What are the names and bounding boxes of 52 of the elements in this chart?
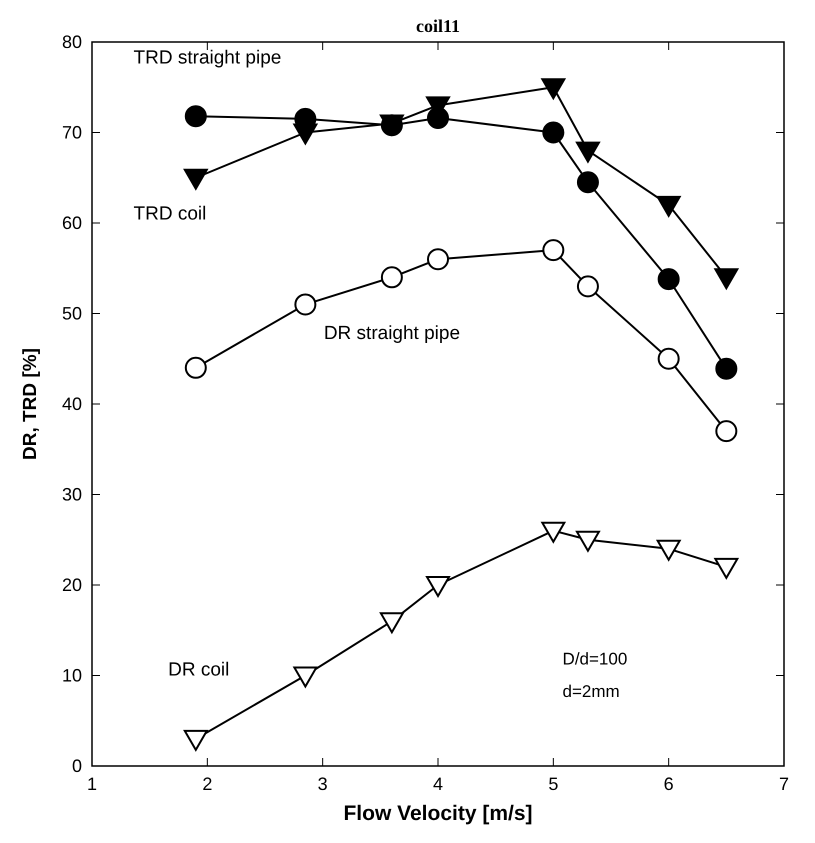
x-tick-label: 7 (778, 774, 790, 794)
point (714, 558, 738, 579)
point (380, 266, 403, 288)
annotation: D/d=100 (562, 650, 628, 669)
point (426, 576, 450, 597)
point (576, 171, 599, 194)
point (542, 239, 564, 262)
point (184, 105, 207, 128)
legend-label: TRD straight pipe (134, 48, 282, 69)
x-axis-title: Flow Velocity [m/s] (343, 802, 533, 825)
point (184, 168, 208, 190)
y-tick-label: 60 (62, 213, 82, 233)
y-tick-label: 20 (62, 575, 82, 595)
y-tick-label: 50 (62, 304, 82, 324)
y-tick-label: 80 (62, 32, 82, 52)
point (715, 420, 738, 442)
y-tick-label: 30 (62, 484, 82, 504)
point (658, 348, 680, 370)
point (427, 248, 449, 270)
series-label: DR straight pipe (324, 322, 460, 344)
point (714, 268, 738, 290)
point (541, 522, 566, 543)
y-axis-title: DR, TRD [%] (20, 348, 41, 460)
x-tick-label: 1 (86, 774, 98, 794)
series-label: DR coil (168, 660, 230, 680)
x-tick-label: 6 (664, 774, 674, 794)
point (576, 275, 599, 298)
point (715, 358, 738, 380)
point (541, 78, 566, 100)
point (658, 268, 680, 290)
annotation: d=2mm (562, 682, 620, 702)
point (184, 356, 207, 379)
y-tick-label: 0 (72, 756, 82, 776)
x-tick-label: 4 (432, 774, 444, 794)
point (380, 612, 404, 634)
point (293, 666, 318, 688)
point (542, 122, 564, 144)
y-tick-label: 70 (62, 122, 82, 142)
y-tick-label: 40 (62, 394, 82, 414)
x-tick-label: 5 (548, 774, 558, 794)
point (576, 530, 600, 552)
x-tick-label: 3 (318, 774, 328, 794)
x-tick-label: 2 (202, 774, 212, 794)
point (293, 124, 318, 144)
point (576, 142, 600, 163)
point (184, 730, 208, 751)
point (294, 293, 316, 316)
y-tick-label: 10 (62, 666, 82, 686)
point (656, 540, 681, 561)
point (656, 196, 681, 217)
series-label: TRD coil (134, 203, 206, 224)
chart-title: coil11 (416, 16, 460, 36)
